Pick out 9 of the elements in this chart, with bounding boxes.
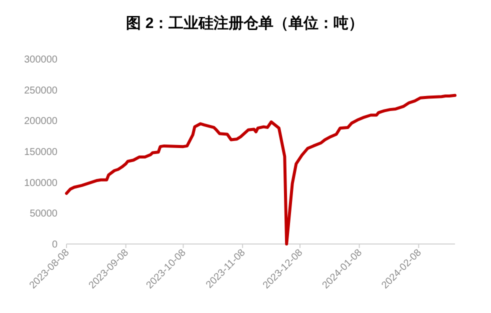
y-tick-label: 250000 [24,85,58,96]
y-tick-label: 100000 [24,178,58,189]
chart-title: 图 2：工业硅注册仓单（单位：吨） [126,14,364,32]
y-tick-label: 300000 [24,54,58,66]
y-tick-label: 0 [52,240,58,250]
y-tick-label: 50000 [30,208,58,220]
line-series [65,94,456,246]
y-tick-label: 200000 [24,116,58,128]
y-tick-label: 150000 [24,147,58,158]
